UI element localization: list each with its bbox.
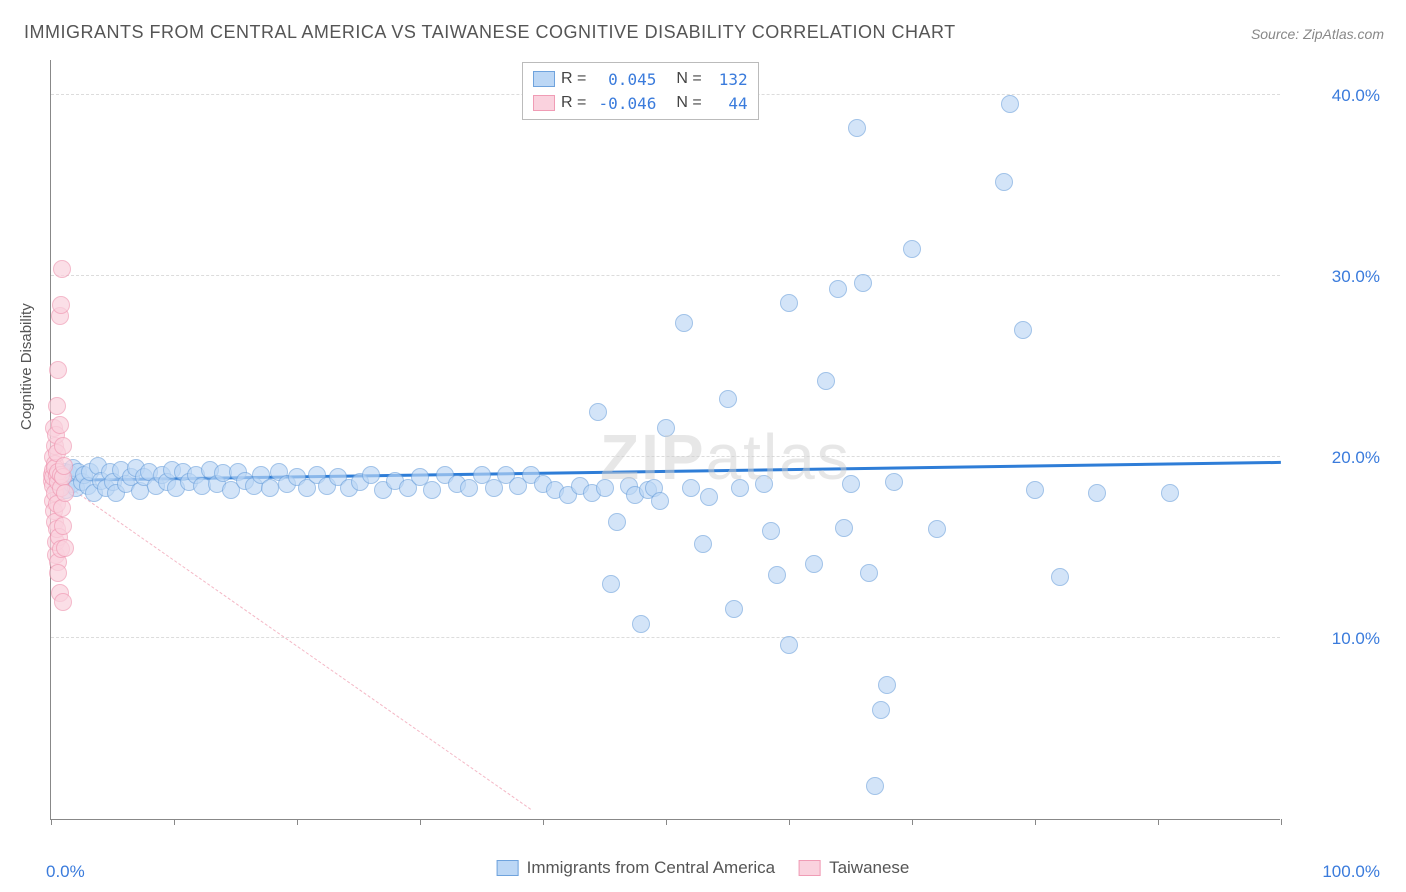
data-point (725, 600, 743, 618)
data-point (928, 520, 946, 538)
x-tick (666, 819, 667, 825)
data-point (52, 296, 70, 314)
data-point (700, 488, 718, 506)
plot-area (50, 60, 1280, 820)
data-point (589, 403, 607, 421)
correlation-legend: R = 0.045 N = 132 R = -0.046 N = 44 (522, 62, 759, 120)
data-point (829, 280, 847, 298)
data-point (53, 260, 71, 278)
gridline (51, 275, 1280, 276)
x-tick (912, 819, 913, 825)
legend-swatch (533, 95, 555, 111)
gridline (51, 637, 1280, 638)
x-tick (297, 819, 298, 825)
series-legend: Immigrants from Central America Taiwanese (497, 858, 910, 878)
legend-n-label: N = (676, 70, 701, 88)
data-point (1026, 481, 1044, 499)
legend-r-label: R = (561, 70, 586, 88)
chart-title: IMMIGRANTS FROM CENTRAL AMERICA VS TAIWA… (24, 22, 956, 43)
bottom-legend-item: Immigrants from Central America (497, 858, 775, 878)
legend-r-value: 0.045 (596, 70, 656, 89)
data-point (49, 564, 67, 582)
data-point (719, 390, 737, 408)
data-point (860, 564, 878, 582)
data-point (768, 566, 786, 584)
data-point (731, 479, 749, 497)
data-point (885, 473, 903, 491)
data-point (682, 479, 700, 497)
data-point (866, 777, 884, 795)
legend-row: R = 0.045 N = 132 (533, 67, 748, 91)
data-point (854, 274, 872, 292)
data-point (995, 173, 1013, 191)
x-axis-min-label: 0.0% (46, 862, 85, 882)
data-point (56, 484, 74, 502)
bottom-legend-item: Taiwanese (799, 858, 909, 878)
data-point (651, 492, 669, 510)
data-point (780, 636, 798, 654)
data-point (878, 676, 896, 694)
data-point (608, 513, 626, 531)
data-point (48, 397, 66, 415)
data-point (675, 314, 693, 332)
x-tick (51, 819, 52, 825)
data-point (56, 539, 74, 557)
bottom-legend-label: Immigrants from Central America (527, 858, 775, 878)
data-point (261, 479, 279, 497)
y-tick-label: 20.0% (1332, 448, 1380, 468)
data-point (49, 361, 67, 379)
legend-r-label: R = (561, 94, 586, 112)
data-point (602, 575, 620, 593)
data-point (1014, 321, 1032, 339)
data-point (632, 615, 650, 633)
legend-row: R = -0.046 N = 44 (533, 91, 748, 115)
data-point (780, 294, 798, 312)
data-point (694, 535, 712, 553)
data-point (423, 481, 441, 499)
legend-swatch (533, 71, 555, 87)
data-point (762, 522, 780, 540)
data-point (54, 437, 72, 455)
data-point (54, 593, 72, 611)
x-tick (1035, 819, 1036, 825)
data-point (805, 555, 823, 573)
data-point (755, 475, 773, 493)
y-tick-label: 30.0% (1332, 267, 1380, 287)
x-tick (543, 819, 544, 825)
data-point (657, 419, 675, 437)
x-tick (789, 819, 790, 825)
x-axis-max-label: 100.0% (1322, 862, 1380, 882)
data-point (54, 517, 72, 535)
x-tick (1158, 819, 1159, 825)
y-axis-label: Cognitive Disability (18, 303, 35, 430)
data-point (1051, 568, 1069, 586)
y-tick-label: 10.0% (1332, 629, 1380, 649)
y-tick-label: 40.0% (1332, 86, 1380, 106)
data-point (872, 701, 890, 719)
data-point (848, 119, 866, 137)
data-point (51, 416, 69, 434)
data-point (596, 479, 614, 497)
legend-n-value: 132 (712, 70, 748, 89)
bottom-legend-label: Taiwanese (829, 858, 909, 878)
source-label: Source: ZipAtlas.com (1251, 26, 1384, 42)
legend-n-label: N = (676, 94, 701, 112)
x-tick (420, 819, 421, 825)
data-point (55, 457, 73, 475)
data-point (1161, 484, 1179, 502)
legend-n-value: 44 (712, 94, 748, 113)
data-point (817, 372, 835, 390)
data-point (1088, 484, 1106, 502)
legend-r-value: -0.046 (596, 94, 656, 113)
x-tick (174, 819, 175, 825)
x-tick (1281, 819, 1282, 825)
legend-swatch (497, 860, 519, 876)
data-point (1001, 95, 1019, 113)
gridline (51, 456, 1280, 457)
data-point (835, 519, 853, 537)
data-point (903, 240, 921, 258)
legend-swatch (799, 860, 821, 876)
trend-line (51, 474, 531, 810)
data-point (842, 475, 860, 493)
